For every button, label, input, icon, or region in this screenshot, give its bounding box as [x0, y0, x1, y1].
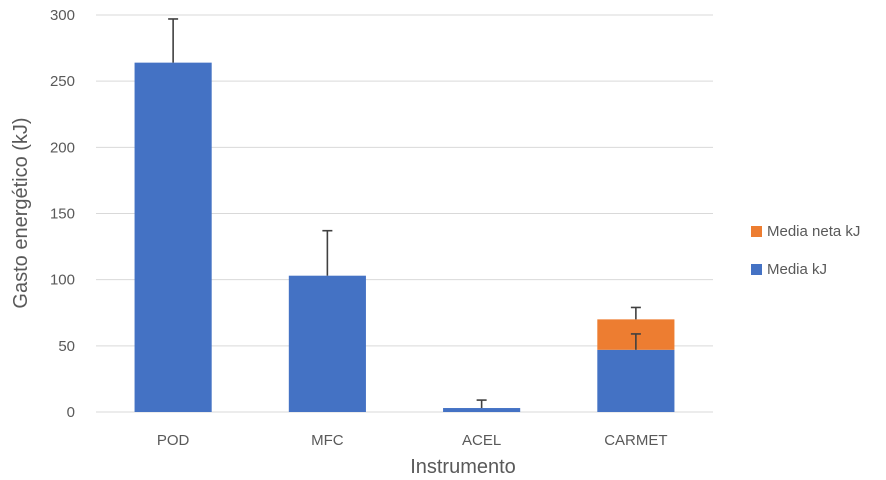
- bar-carmet-media-kj: [597, 349, 675, 412]
- x-tick-label: POD: [157, 432, 190, 449]
- x-tick-label: MFC: [311, 432, 344, 449]
- y-tick-label: 300: [50, 7, 75, 24]
- bar-pod-media-kj: [134, 62, 212, 412]
- y-axis-title: Gasto energético (kJ): [10, 117, 32, 308]
- legend-swatch: [751, 264, 762, 275]
- y-tick-label: 200: [50, 139, 75, 156]
- x-axis-title: Instrumento: [410, 456, 516, 478]
- x-tick-label: ACEL: [462, 432, 501, 449]
- error-bars: [168, 18, 641, 409]
- bar-acel-media-kj: [443, 408, 521, 412]
- x-tick-label: CARMET: [604, 432, 667, 449]
- y-axis-ticks: 0 50 100 150 200 250 300: [50, 7, 75, 421]
- legend-swatch: [751, 226, 762, 237]
- bars: [134, 62, 675, 412]
- y-tick-label: 100: [50, 272, 75, 289]
- y-tick-label: 250: [50, 73, 75, 90]
- legend-label: Media kJ: [767, 261, 827, 278]
- y-tick-label: 150: [50, 206, 75, 223]
- y-tick-label: 50: [58, 338, 75, 355]
- legend-label: Media neta kJ: [767, 223, 860, 240]
- bar-mfc-media-kj: [288, 275, 366, 412]
- legend: Media neta kJ Media kJ: [751, 223, 860, 278]
- x-axis-ticks: POD MFC ACEL CARMET: [157, 432, 668, 449]
- y-tick-label: 0: [67, 404, 75, 421]
